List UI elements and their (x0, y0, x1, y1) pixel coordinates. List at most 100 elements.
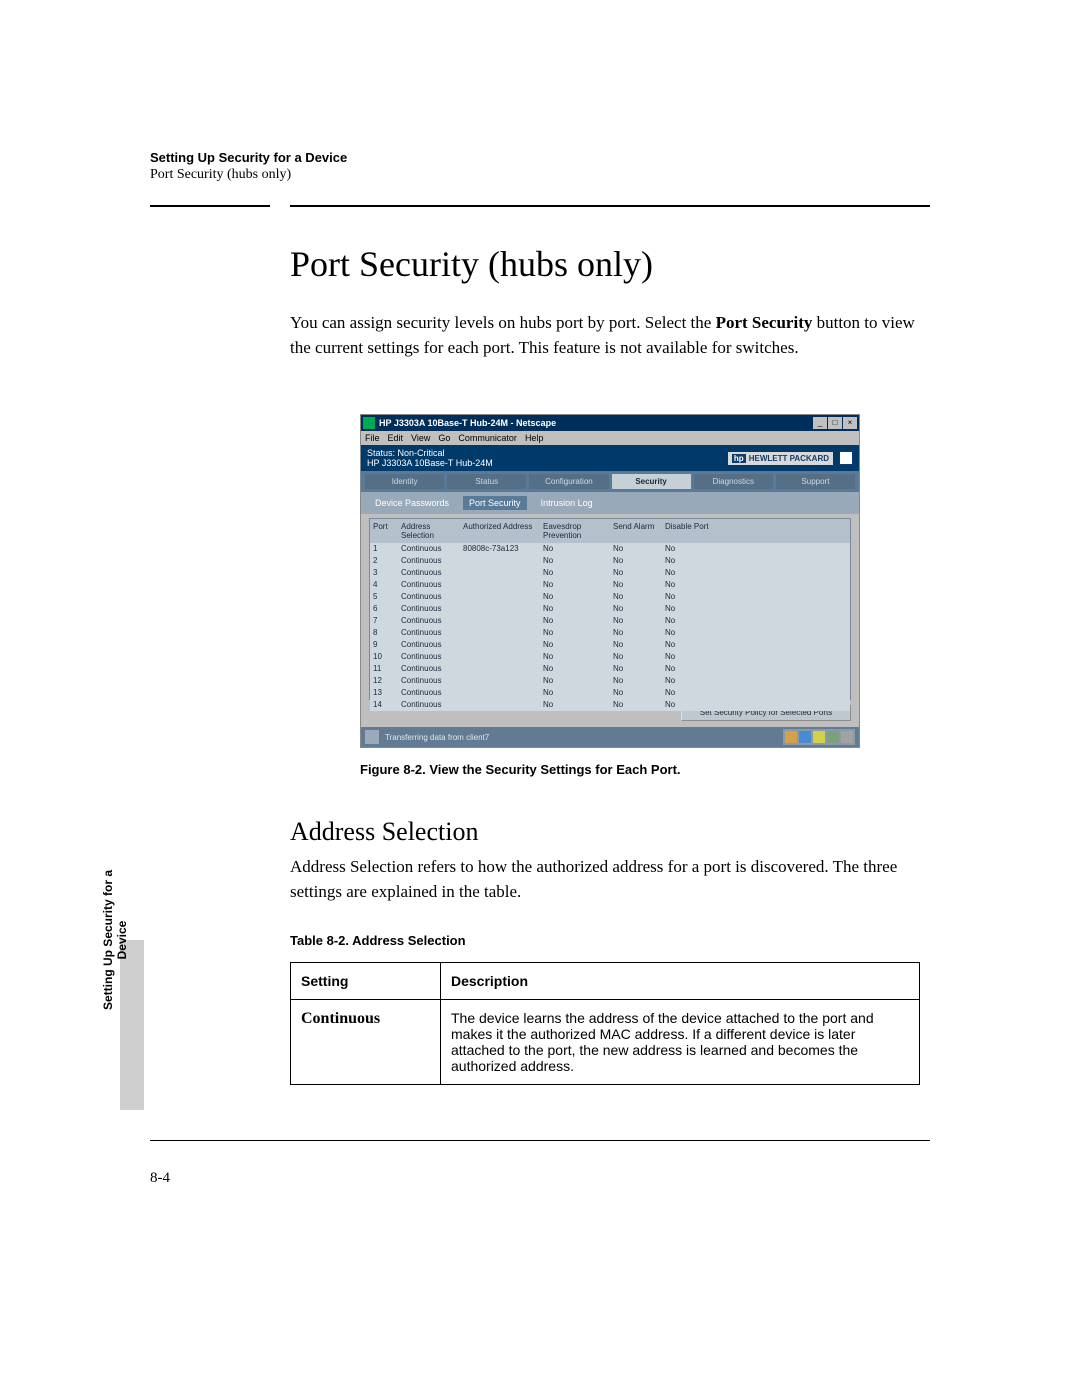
table-row[interactable]: 14ContinuousNoNoNo (370, 699, 850, 711)
table-cell: No (610, 699, 662, 711)
menu-communicator[interactable]: Communicator (458, 433, 517, 443)
tab-status[interactable]: Status (447, 474, 526, 489)
table-cell: No (662, 555, 714, 567)
tab-configuration[interactable]: Configuration (529, 474, 608, 489)
intro-paragraph: You can assign security levels on hubs p… (290, 311, 930, 360)
app-icon (363, 417, 375, 429)
menu-file[interactable]: File (365, 433, 380, 443)
menu-edit[interactable]: Edit (388, 433, 404, 443)
table-row[interactable]: 1Continuous80808c-73a123NoNoNo (370, 543, 850, 555)
table-caption: Table 8-2. Address Selection (290, 933, 930, 948)
running-head-chapter: Setting Up Security for a Device (150, 150, 930, 165)
table-cell: No (662, 675, 714, 687)
th-setting: Setting (291, 962, 441, 999)
table-cell: No (610, 555, 662, 567)
menu-go[interactable]: Go (438, 433, 450, 443)
table-cell: No (610, 543, 662, 555)
table-cell: No (662, 651, 714, 663)
minimize-button[interactable]: _ (813, 417, 827, 429)
table-cell: No (662, 603, 714, 615)
table-cell: No (662, 543, 714, 555)
device-status-band: Status: Non-Critical HP J3303A 10Base-T … (361, 445, 859, 471)
table-cell: Continuous (398, 555, 460, 567)
table-row[interactable]: 13ContinuousNoNoNo (370, 687, 850, 699)
table-cell: 13 (370, 687, 398, 699)
table-cell: No (540, 699, 610, 711)
table-row[interactable]: 7ContinuousNoNoNo (370, 615, 850, 627)
table-cell: Continuous (398, 687, 460, 699)
status-bar: Transferring data from client7 (361, 727, 859, 747)
table-cell: No (540, 651, 610, 663)
figure-screenshot: HP J3303A 10Base-T Hub-24M - Netscape _ … (360, 414, 860, 748)
sub-tabs: Device Passwords Port Security Intrusion… (361, 492, 859, 514)
table-row[interactable]: 11ContinuousNoNoNo (370, 663, 850, 675)
subtab-intrusion-log[interactable]: Intrusion Log (535, 496, 599, 510)
statusbar-tray (783, 729, 855, 745)
table-cell: 6 (370, 603, 398, 615)
table-row[interactable]: 9ContinuousNoNoNo (370, 639, 850, 651)
table-row[interactable]: 12ContinuousNoNoNo (370, 675, 850, 687)
cell-description: The device learns the address of the dev… (441, 999, 920, 1084)
thumb-tab-label: Setting Up Security for aDevice (101, 855, 130, 1025)
table-cell: 7 (370, 615, 398, 627)
hp-logo: hp HEWLETT PACKARD (728, 452, 833, 465)
table-cell: No (662, 567, 714, 579)
menu-bar: File Edit View Go Communicator Help (361, 431, 859, 445)
subtab-device-passwords[interactable]: Device Passwords (369, 496, 455, 510)
table-header-row: Port Address Selection Authorized Addres… (370, 519, 850, 543)
table-cell: No (610, 663, 662, 675)
table-cell: 8 (370, 627, 398, 639)
intro-pre: You can assign security levels on hubs p… (290, 313, 716, 332)
table-cell: No (540, 555, 610, 567)
table-row[interactable]: 3ContinuousNoNoNo (370, 567, 850, 579)
subtab-port-security[interactable]: Port Security (463, 496, 527, 510)
tab-identity[interactable]: Identity (365, 474, 444, 489)
table-row[interactable]: 5ContinuousNoNoNo (370, 591, 850, 603)
table-cell: Continuous (398, 567, 460, 579)
table-cell: 80808c-73a123 (460, 543, 540, 555)
tab-diagnostics[interactable]: Diagnostics (694, 474, 773, 489)
table-cell: No (540, 615, 610, 627)
table-cell: No (610, 567, 662, 579)
table-cell: No (662, 627, 714, 639)
intro-bold: Port Security (716, 313, 813, 332)
table-cell: No (662, 639, 714, 651)
table-cell: 9 (370, 639, 398, 651)
table-cell: 4 (370, 579, 398, 591)
device-status-sub: HP J3303A 10Base-T Hub-24M (367, 458, 493, 468)
table-cell: 11 (370, 663, 398, 675)
help-button[interactable]: ? (839, 451, 853, 465)
table-cell: No (540, 627, 610, 639)
page-number: 8-4 (150, 1170, 170, 1187)
tab-support[interactable]: Support (776, 474, 855, 489)
table-cell: Continuous (398, 615, 460, 627)
table-cell: 14 (370, 699, 398, 711)
table-cell: No (540, 675, 610, 687)
table-cell: No (662, 663, 714, 675)
table-cell: No (610, 591, 662, 603)
table-cell: No (610, 603, 662, 615)
statusbar-icon (365, 730, 379, 744)
table-row[interactable]: 10ContinuousNoNoNo (370, 651, 850, 663)
menu-view[interactable]: View (411, 433, 430, 443)
table-cell: No (540, 639, 610, 651)
tab-security[interactable]: Security (612, 474, 691, 489)
statusbar-text: Transferring data from client7 (379, 733, 783, 742)
nav-tabs: Identity Status Configuration Security D… (361, 471, 859, 492)
table-row[interactable]: 4ContinuousNoNoNo (370, 579, 850, 591)
table-cell: 3 (370, 567, 398, 579)
maximize-button[interactable]: □ (828, 417, 842, 429)
table-cell: No (610, 615, 662, 627)
table-cell: No (662, 615, 714, 627)
menu-help[interactable]: Help (525, 433, 544, 443)
address-selection-paragraph: Address Selection refers to how the auth… (290, 855, 930, 904)
running-head-section: Port Security (hubs only) (150, 167, 930, 183)
table-row[interactable]: 6ContinuousNoNoNo (370, 603, 850, 615)
table-cell: Continuous (398, 699, 460, 711)
table-row[interactable]: 8ContinuousNoNoNo (370, 627, 850, 639)
table-row[interactable]: 2ContinuousNoNoNo (370, 555, 850, 567)
table-cell: 5 (370, 591, 398, 603)
close-button[interactable]: × (843, 417, 857, 429)
table-header: Setting Description (291, 962, 920, 999)
table-cell: No (540, 567, 610, 579)
